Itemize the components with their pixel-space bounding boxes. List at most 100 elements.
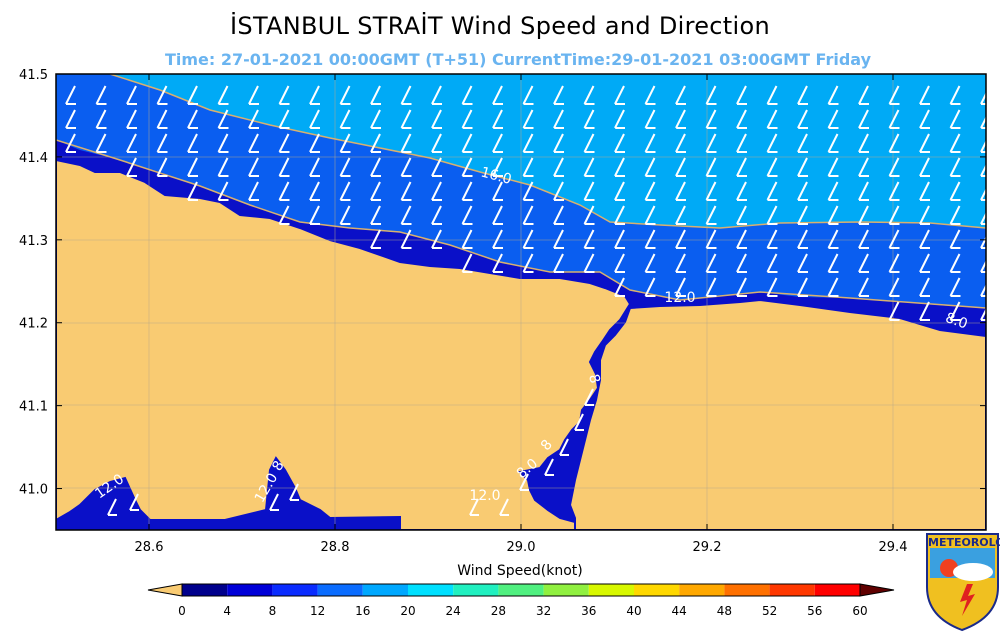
wind-barb — [583, 157, 595, 177]
wind-barb — [65, 133, 76, 153]
wind-barb — [675, 277, 686, 297]
wind-barb — [827, 109, 839, 129]
colorbar-segment — [814, 584, 860, 596]
wind-barb — [544, 458, 554, 476]
colorbar-segment — [724, 584, 770, 596]
wind-barb — [888, 301, 900, 321]
wind-barb — [827, 229, 839, 249]
wind-barb — [614, 205, 625, 225]
contour-label: 12.0 — [664, 290, 695, 306]
x-tick-label: 28.6 — [135, 540, 164, 555]
wind-barb — [888, 133, 900, 153]
wind-barb — [187, 109, 198, 129]
wind-barb — [553, 133, 564, 153]
wind-barb — [827, 157, 839, 177]
wind-barb — [675, 205, 686, 225]
wind-barb — [827, 85, 839, 105]
wind-barb — [949, 109, 961, 129]
wind-barb — [827, 181, 839, 201]
contour-label: 16.0 — [479, 164, 513, 188]
wind-barb — [553, 253, 564, 273]
colorbar-segment — [227, 584, 273, 596]
wind-barb — [400, 205, 412, 225]
wind-barb — [95, 85, 107, 105]
wind-barb — [675, 229, 686, 249]
colorbar-tick-label: 16 — [355, 604, 371, 618]
wind-barb — [339, 181, 351, 201]
wind-barb — [469, 498, 479, 516]
wind-barb — [919, 277, 930, 297]
colorbar-tick-label: 40 — [626, 604, 642, 618]
wind-barb — [736, 157, 747, 177]
wind-barb — [858, 253, 869, 273]
wind-barb — [858, 277, 869, 297]
wind-barb — [156, 85, 168, 105]
wind-barb — [705, 205, 717, 225]
wind-barb — [583, 181, 595, 201]
wind-barb — [370, 109, 381, 129]
wind-barb — [766, 277, 778, 297]
wind-barb — [583, 205, 595, 225]
wind-barb — [797, 253, 808, 273]
wind-barb — [888, 277, 900, 297]
wind-barb — [553, 157, 564, 177]
time-subtitle: Time: 27-01-2021 00:00GMT (T+51) Current… — [164, 50, 872, 69]
wind-barb — [95, 133, 107, 153]
wind-barb — [553, 109, 564, 129]
wind-barb — [949, 277, 961, 297]
wind-barb — [583, 85, 595, 105]
wind-barb — [797, 157, 808, 177]
wind-barb — [461, 205, 473, 225]
wind-barb — [919, 133, 930, 153]
wind-barb — [644, 85, 656, 105]
wind-barb — [370, 157, 381, 177]
wind-barb — [644, 205, 656, 225]
wind-barb — [309, 157, 320, 177]
wind-barb — [888, 181, 900, 201]
wind-barb — [858, 157, 869, 177]
wind-barb — [736, 253, 747, 273]
meteoroloji-shield-icon — [926, 533, 999, 632]
wind-barb — [858, 85, 869, 105]
wind-barb — [705, 277, 717, 297]
colorbar-tick-label: 48 — [716, 604, 733, 618]
wind-barb — [827, 253, 839, 273]
wind-barb — [614, 181, 625, 201]
wind-barb — [559, 438, 569, 456]
wind-barb — [888, 85, 900, 105]
wind-barb — [339, 109, 351, 129]
colorbar-tick-label: 8 — [268, 604, 277, 618]
wind-barb — [949, 205, 961, 225]
wind-barb — [919, 253, 930, 273]
wind-barb — [461, 181, 473, 201]
wind-barb — [736, 109, 747, 129]
wind-barb — [614, 85, 625, 105]
wind-barb — [522, 157, 534, 177]
wind-barb — [400, 181, 412, 201]
wind-barb — [522, 205, 534, 225]
wind-barb — [644, 109, 656, 129]
wind-barb — [675, 133, 686, 153]
wind-barb — [370, 85, 381, 105]
wind-barb — [919, 229, 930, 249]
wind-barb — [431, 205, 442, 225]
wind-barb — [370, 133, 381, 153]
wind-barb — [705, 181, 717, 201]
wind-barb — [278, 85, 290, 105]
map-gridlines — [56, 74, 986, 530]
wind-barb — [461, 253, 473, 273]
colorbar-tick-label: 36 — [581, 604, 597, 618]
wind-barb — [217, 85, 229, 105]
wind-barb — [583, 253, 595, 273]
wind-barb — [888, 229, 900, 249]
wind-barb — [584, 388, 594, 406]
wind-barb — [614, 133, 625, 153]
colorbar-segment — [272, 584, 318, 596]
wind-barb — [766, 205, 778, 225]
wind-barb — [797, 109, 808, 129]
colorbar-segment — [634, 584, 680, 596]
wind-barb — [858, 229, 869, 249]
wind-barb — [339, 85, 351, 105]
wind-barb — [766, 157, 778, 177]
